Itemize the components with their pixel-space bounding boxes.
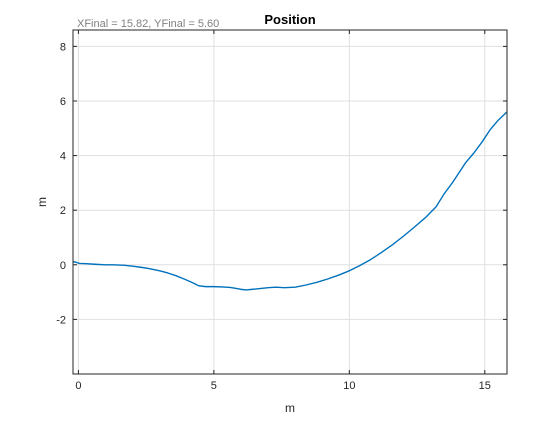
final-position-annotation: XFinal = 15.82, YFinal = 5.60 [77, 18, 219, 30]
axes-box [72, 29, 508, 375]
axes-frame [72, 29, 508, 375]
x-tick-label: 15 [479, 380, 491, 392]
y-tick-label: 0 [60, 260, 66, 272]
y-tick-label: 2 [60, 205, 66, 217]
x-tick-label: 0 [75, 380, 81, 392]
y-tick-label: 6 [60, 96, 66, 108]
ticks-group: 0 5 10 15 -2 0 2 4 6 8 [56, 30, 507, 392]
y-tick-label: -2 [56, 314, 66, 326]
x-tick-label: 10 [343, 380, 355, 392]
x-axis-label: m [285, 401, 295, 415]
x-tick-label: 5 [211, 380, 217, 392]
chart-title: Position [264, 12, 315, 27]
axes-background [73, 30, 507, 374]
y-tick-label: 4 [60, 151, 66, 163]
series-line-1 [72, 111, 508, 291]
y-axis-label: m [35, 197, 49, 207]
series-group [72, 111, 508, 291]
y-tick-label: 8 [60, 41, 66, 53]
grid-lines [73, 30, 507, 374]
